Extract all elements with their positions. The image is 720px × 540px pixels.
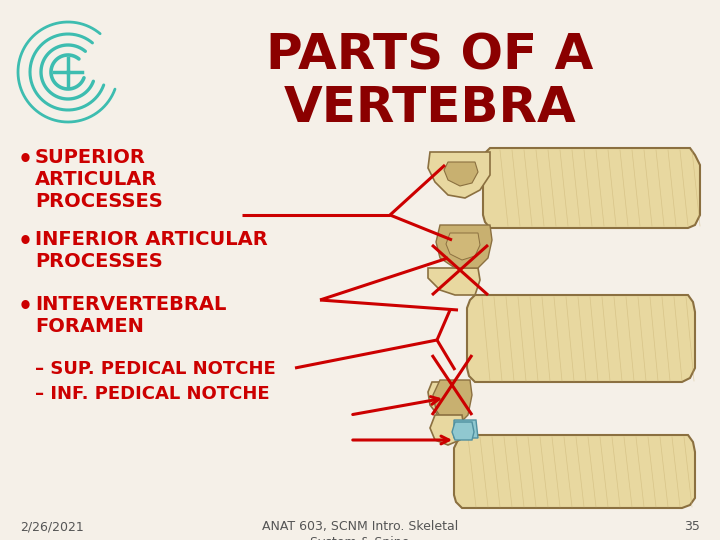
Text: VERTEBRA: VERTEBRA <box>284 84 577 132</box>
Polygon shape <box>452 422 474 440</box>
Polygon shape <box>454 420 478 438</box>
Text: PROCESSES: PROCESSES <box>35 252 163 271</box>
Text: •: • <box>18 295 33 319</box>
Polygon shape <box>430 415 464 445</box>
Polygon shape <box>428 268 480 295</box>
Text: INFERIOR ARTICULAR: INFERIOR ARTICULAR <box>35 230 268 249</box>
Polygon shape <box>428 382 470 422</box>
Polygon shape <box>446 233 480 260</box>
Polygon shape <box>483 148 700 228</box>
Polygon shape <box>467 295 695 382</box>
Text: •: • <box>18 230 33 254</box>
Text: 2/26/2021: 2/26/2021 <box>20 520 84 533</box>
Text: – INF. PEDICAL NOTCHE: – INF. PEDICAL NOTCHE <box>35 385 269 403</box>
Text: •: • <box>18 148 33 172</box>
Polygon shape <box>428 152 490 198</box>
Text: ANAT 603, SCNM Intro. Skeletal
System & Spine: ANAT 603, SCNM Intro. Skeletal System & … <box>262 520 458 540</box>
Polygon shape <box>454 435 695 508</box>
Text: SUPERIOR: SUPERIOR <box>35 148 146 167</box>
Polygon shape <box>433 380 472 425</box>
Text: PARTS OF A: PARTS OF A <box>266 31 594 79</box>
Polygon shape <box>444 162 478 186</box>
Polygon shape <box>436 225 492 268</box>
Text: ARTICULAR: ARTICULAR <box>35 170 158 189</box>
Text: – SUP. PEDICAL NOTCHE: – SUP. PEDICAL NOTCHE <box>35 360 276 378</box>
Text: PROCESSES: PROCESSES <box>35 192 163 211</box>
Text: 35: 35 <box>684 520 700 533</box>
Text: FORAMEN: FORAMEN <box>35 317 144 336</box>
Text: INTERVERTEBRAL: INTERVERTEBRAL <box>35 295 226 314</box>
